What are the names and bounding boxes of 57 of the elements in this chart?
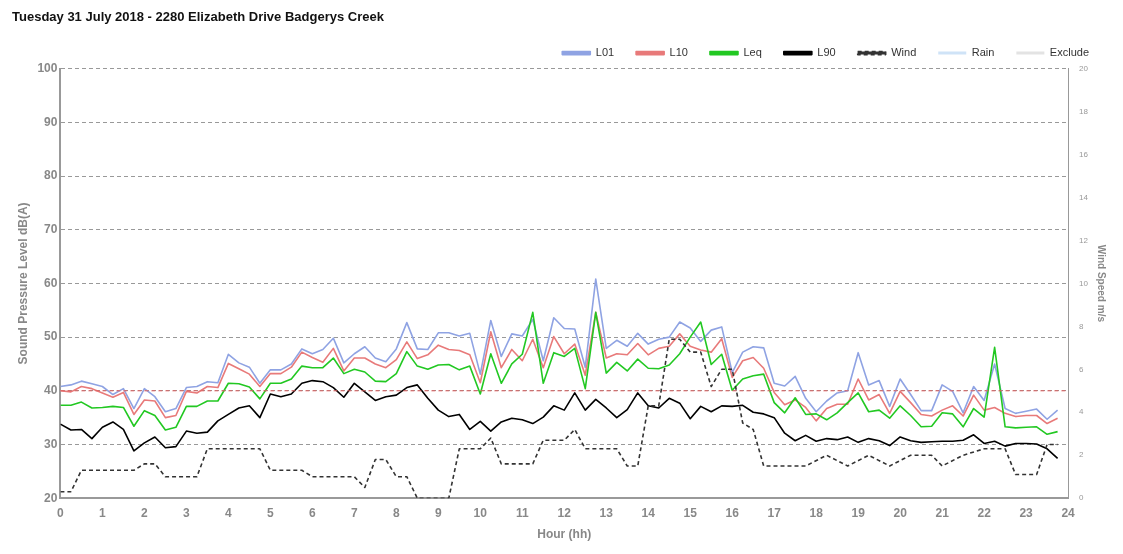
x-tick-label: 7 bbox=[350, 505, 358, 520]
chart-title: Tuesday 31 July 2018 - 2280 Elizabeth Drive Badgerys Creek bbox=[12, 9, 385, 25]
x-tick-label: 14 bbox=[641, 505, 656, 520]
legend-label: Leq bbox=[743, 46, 762, 59]
x-tick-label: 12 bbox=[557, 505, 572, 520]
y2-tick-label: 0 bbox=[1079, 493, 1085, 503]
legend-label: Wind bbox=[891, 46, 917, 59]
x-tick-label: 6 bbox=[309, 505, 316, 520]
y2-tick-label: 16 bbox=[1079, 149, 1089, 159]
y-axis-title: Sound Pressure Level dB(A) bbox=[15, 202, 30, 365]
y-tick-label: 80 bbox=[44, 168, 58, 183]
y2-tick-label: 14 bbox=[1079, 192, 1089, 202]
x-tick-label: 8 bbox=[392, 505, 400, 520]
line-series bbox=[60, 338, 1059, 499]
legend-label: L90 bbox=[817, 46, 836, 59]
y-tick-label: 70 bbox=[44, 222, 58, 237]
x-tick-label: 9 bbox=[434, 505, 442, 520]
x-tick-label: 22 bbox=[977, 505, 992, 520]
y2-tick-label: 4 bbox=[1079, 407, 1085, 417]
y2-tick-label: 2 bbox=[1079, 450, 1085, 460]
x-tick-label: 4 bbox=[225, 505, 233, 520]
x-tick-label: 18 bbox=[809, 505, 824, 520]
y2-tick-label: 20 bbox=[1079, 63, 1089, 73]
legend-label: Exclude bbox=[1049, 46, 1090, 59]
x-tick-label: 13 bbox=[599, 505, 614, 520]
y2-tick-label: 18 bbox=[1079, 106, 1089, 116]
y2-axis-title: Wind Speed m/s bbox=[1096, 244, 1108, 323]
x-tick-label: 19 bbox=[851, 505, 866, 520]
y2-tick-label: 6 bbox=[1079, 364, 1085, 374]
legend-label: L10 bbox=[669, 46, 688, 59]
x-tick-label: 24 bbox=[1061, 505, 1076, 520]
x-tick-label: 20 bbox=[893, 505, 908, 520]
x-tick-label: 10 bbox=[473, 505, 488, 520]
x-tick-label: 21 bbox=[935, 505, 950, 520]
x-tick-label: 16 bbox=[725, 505, 740, 520]
x-tick-label: 3 bbox=[183, 505, 191, 520]
y2-tick-label: 12 bbox=[1079, 235, 1089, 245]
x-tick-label: 11 bbox=[515, 505, 529, 520]
y-tick-label: 30 bbox=[44, 436, 58, 451]
y-tick-label: 40 bbox=[44, 383, 58, 398]
y-tick-label: 100 bbox=[37, 60, 58, 75]
x-tick-label: 1 bbox=[99, 505, 107, 520]
x-tick-label: 15 bbox=[683, 505, 698, 520]
x-axis-title: Hour (hh) bbox=[537, 527, 592, 542]
x-tick-label: 23 bbox=[1019, 505, 1034, 520]
y-tick-label: 50 bbox=[44, 329, 58, 344]
x-tick-label: 17 bbox=[767, 505, 782, 520]
y-tick-label: 60 bbox=[44, 275, 58, 290]
x-tick-label: 2 bbox=[141, 505, 149, 520]
x-tick-label: 5 bbox=[267, 505, 275, 520]
y-tick-label: 90 bbox=[44, 114, 58, 129]
x-tick-label: 0 bbox=[57, 505, 65, 520]
legend-label: L01 bbox=[595, 46, 615, 59]
y2-tick-label: 8 bbox=[1079, 321, 1085, 331]
y-tick-label: 20 bbox=[44, 490, 58, 505]
legend-label: Rain bbox=[971, 46, 995, 59]
y2-tick-label: 10 bbox=[1079, 278, 1089, 288]
